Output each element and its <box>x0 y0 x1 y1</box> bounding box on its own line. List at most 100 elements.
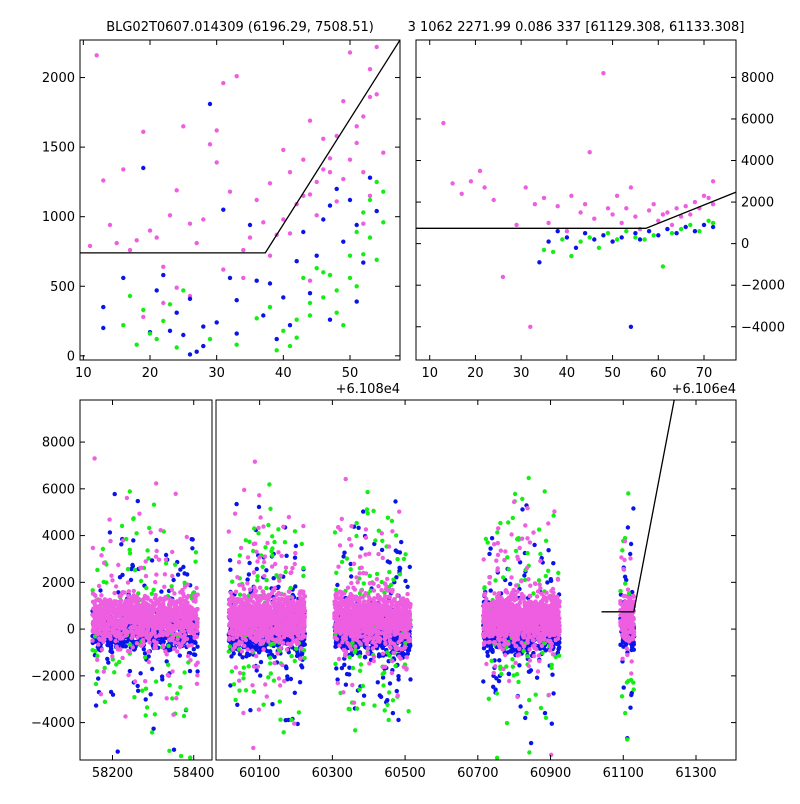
full-point-pink <box>180 640 186 645</box>
full-point-green <box>268 661 273 666</box>
full-point-pink <box>158 625 163 631</box>
zoom-point-green <box>361 252 366 257</box>
full-point-blue <box>141 647 146 652</box>
zoom-point-pink <box>307 192 313 197</box>
full-point-green <box>188 755 193 760</box>
mid-point-green <box>633 235 638 240</box>
zoom-point-pink <box>241 247 246 253</box>
full-point-pink <box>112 590 117 596</box>
full-point-blue <box>130 564 135 569</box>
full-point-pink <box>122 627 127 632</box>
full-point-blue <box>349 574 354 579</box>
full-point-blue <box>228 567 233 572</box>
mid-point-green <box>550 249 556 255</box>
zoom-point-pink <box>267 253 273 258</box>
full-point-pink <box>142 624 147 629</box>
full-point-blue <box>118 640 123 645</box>
full-point-blue <box>149 558 155 563</box>
full-point-blue <box>123 644 128 649</box>
mid-point-green <box>596 245 602 250</box>
full-point-green <box>255 578 260 583</box>
full-point-blue <box>270 702 275 707</box>
zoom-point-blue <box>101 325 106 331</box>
full-point-pink <box>191 632 197 637</box>
mid-point-pink <box>441 120 446 126</box>
full-point-blue <box>361 509 366 514</box>
full-point-pink <box>140 611 146 616</box>
mid-point-blue <box>573 245 579 250</box>
zoom-point-green <box>174 345 179 350</box>
full-point-pink <box>132 609 137 614</box>
zoom-xtick-label: 30 <box>208 366 225 381</box>
full-point-blue <box>488 588 493 593</box>
full-point-pink <box>181 593 186 599</box>
full-point-pink <box>140 637 146 643</box>
full-point-pink <box>110 654 115 659</box>
mid-ytick-label: 6000 <box>741 112 774 127</box>
full-point-blue <box>518 704 523 709</box>
full-point-pink <box>161 644 166 650</box>
full-point-pink <box>90 591 96 596</box>
full-point-pink <box>239 649 245 654</box>
mid-ytick-label: 2000 <box>741 196 774 211</box>
zoom-point-green <box>381 220 386 225</box>
full-point-blue <box>488 546 493 551</box>
zoom-point-pink <box>374 44 379 50</box>
full-point-green <box>270 534 275 539</box>
full-point-blue <box>407 642 413 647</box>
full-point-pink <box>144 619 149 624</box>
zoom-xtick-label: 10 <box>75 366 92 381</box>
full-point-blue <box>342 662 347 667</box>
full-point-pink <box>143 559 148 564</box>
mid-point-pink <box>633 214 638 219</box>
zoom-point-pink <box>261 220 266 225</box>
full-point-pink <box>250 599 256 604</box>
full-point-pink <box>172 591 177 596</box>
full-point-blue <box>481 646 487 651</box>
full-point-green <box>626 591 632 596</box>
full-point-pink <box>173 631 179 637</box>
mid-point-pink <box>592 216 597 221</box>
zoom-point-blue <box>201 343 206 349</box>
full-point-pink <box>92 456 97 461</box>
zoom-point-pink <box>101 178 106 183</box>
mid-point-blue <box>710 224 716 230</box>
full-point-pink <box>164 611 169 616</box>
full-point-blue <box>143 697 148 702</box>
full-point-blue <box>343 682 349 687</box>
zoom-ytick-label: 1500 <box>42 141 75 156</box>
mid-point-green <box>688 222 693 228</box>
full-point-blue <box>235 702 240 707</box>
full-point-blue <box>520 507 525 512</box>
full-point-pink <box>151 600 156 606</box>
mid-point-green <box>614 237 620 242</box>
full-point-green <box>380 538 385 543</box>
full-point-blue <box>150 666 155 672</box>
zoom-point-blue <box>367 175 373 180</box>
full-point-green <box>100 546 106 552</box>
zoom-point-pink <box>354 124 359 129</box>
full-point-blue <box>362 655 368 660</box>
full-point-green <box>352 650 357 655</box>
full-point-blue <box>396 717 401 723</box>
full-point-blue <box>487 551 492 557</box>
full-point-pink <box>126 593 131 599</box>
full-point-green <box>152 712 158 717</box>
full-point-blue <box>131 538 136 543</box>
full-point-green <box>193 559 198 564</box>
full-point-pink <box>153 625 158 630</box>
full-point-blue <box>522 573 527 578</box>
mid-point-pink <box>710 179 716 184</box>
full-point-blue <box>390 710 396 716</box>
full-point-green <box>289 654 294 659</box>
full-point-green <box>512 491 518 497</box>
full-point-green <box>499 671 504 677</box>
mid-point-pink <box>637 226 643 232</box>
full-point-green <box>626 491 631 496</box>
full-point-green <box>93 648 98 654</box>
full-point-pink <box>163 649 168 654</box>
full-point-blue <box>98 588 103 593</box>
full-point-pink <box>90 545 96 551</box>
full-point-green <box>93 681 99 687</box>
full-point-green <box>237 592 243 597</box>
